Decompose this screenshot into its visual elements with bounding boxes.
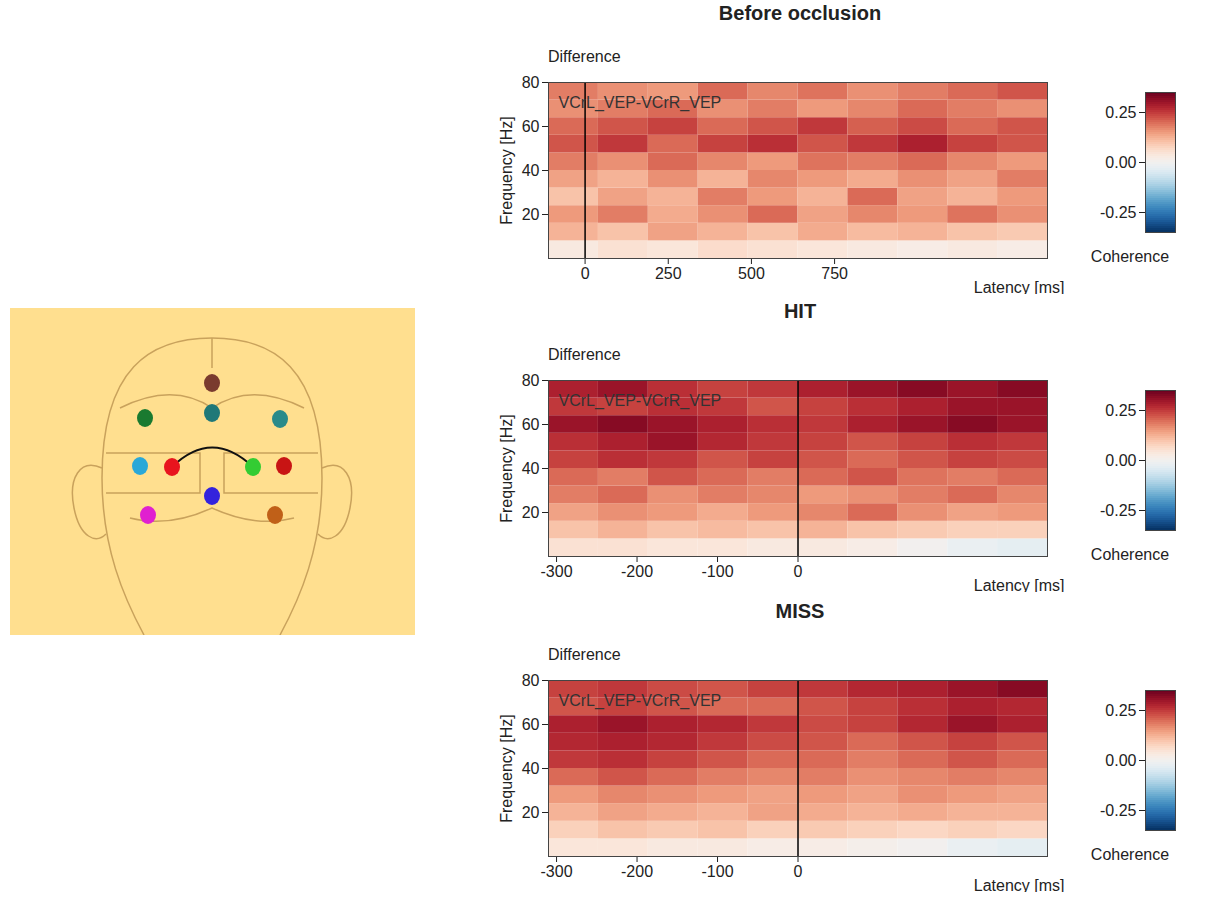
svg-text:40: 40 bbox=[522, 760, 540, 777]
svg-text:0: 0 bbox=[794, 563, 803, 580]
svg-text:0.25: 0.25 bbox=[1105, 104, 1136, 121]
svg-text:20: 20 bbox=[522, 206, 540, 223]
svg-text:0.25: 0.25 bbox=[1105, 402, 1136, 419]
svg-text:20: 20 bbox=[522, 804, 540, 821]
svg-text:Latency [ms]: Latency [ms] bbox=[974, 877, 1065, 893]
svg-text:60: 60 bbox=[522, 118, 540, 135]
svg-text:0: 0 bbox=[581, 265, 590, 282]
svg-text:0.25: 0.25 bbox=[1105, 702, 1136, 719]
html-text:Before occlusion: Before occlusion bbox=[718, 2, 882, 24]
svg-text:60: 60 bbox=[522, 716, 540, 733]
svg-text:-200: -200 bbox=[621, 563, 653, 580]
svg-text:0.00: 0.00 bbox=[1105, 452, 1136, 469]
svg-text:Latency [ms]: Latency [ms] bbox=[974, 279, 1065, 295]
svg-text:-100: -100 bbox=[702, 563, 734, 580]
svg-text:0.00: 0.00 bbox=[1105, 154, 1136, 171]
html-text:Difference: Difference bbox=[548, 48, 621, 65]
svg-text:-0.25: -0.25 bbox=[1100, 802, 1137, 819]
svg-text:250: 250 bbox=[655, 265, 682, 282]
html-text:MISS: MISS bbox=[775, 600, 825, 622]
svg-text:VCrL_VEP-VCrR_VEP: VCrL_VEP-VCrR_VEP bbox=[559, 692, 722, 710]
html-text:Coherence: Coherence bbox=[1090, 846, 1170, 863]
html-text:Coherence: Coherence bbox=[1090, 248, 1170, 265]
svg-text:VCrL_VEP-VCrR_VEP: VCrL_VEP-VCrR_VEP bbox=[559, 94, 722, 112]
svg-text:-300: -300 bbox=[541, 563, 573, 580]
svg-text:-300: -300 bbox=[541, 863, 573, 880]
svg-text:-0.25: -0.25 bbox=[1100, 204, 1137, 221]
svg-text:80: 80 bbox=[522, 672, 540, 689]
svg-text:60: 60 bbox=[522, 416, 540, 433]
svg-text:40: 40 bbox=[522, 162, 540, 179]
svg-text:-100: -100 bbox=[702, 863, 734, 880]
svg-text:20: 20 bbox=[522, 504, 540, 521]
svg-text:VCrL_VEP-VCrR_VEP: VCrL_VEP-VCrR_VEP bbox=[559, 392, 722, 410]
html-text:HIT: HIT bbox=[783, 300, 817, 322]
svg-text:Frequency [Hz]: Frequency [Hz] bbox=[498, 116, 515, 224]
html-text:Difference: Difference bbox=[548, 646, 621, 663]
svg-text:80: 80 bbox=[522, 372, 540, 389]
svg-text:80: 80 bbox=[522, 74, 540, 91]
html-text:Difference: Difference bbox=[548, 346, 621, 363]
svg-text:500: 500 bbox=[738, 265, 765, 282]
svg-text:0: 0 bbox=[794, 863, 803, 880]
svg-text:0.00: 0.00 bbox=[1105, 752, 1136, 769]
html-text:Coherence: Coherence bbox=[1090, 546, 1170, 563]
svg-text:Frequency [Hz]: Frequency [Hz] bbox=[498, 714, 515, 822]
svg-text:-200: -200 bbox=[621, 863, 653, 880]
svg-text:-0.25: -0.25 bbox=[1100, 502, 1137, 519]
svg-text:Latency [ms]: Latency [ms] bbox=[974, 577, 1065, 593]
svg-text:40: 40 bbox=[522, 460, 540, 477]
svg-text:Frequency [Hz]: Frequency [Hz] bbox=[498, 414, 515, 522]
svg-text:750: 750 bbox=[821, 265, 848, 282]
